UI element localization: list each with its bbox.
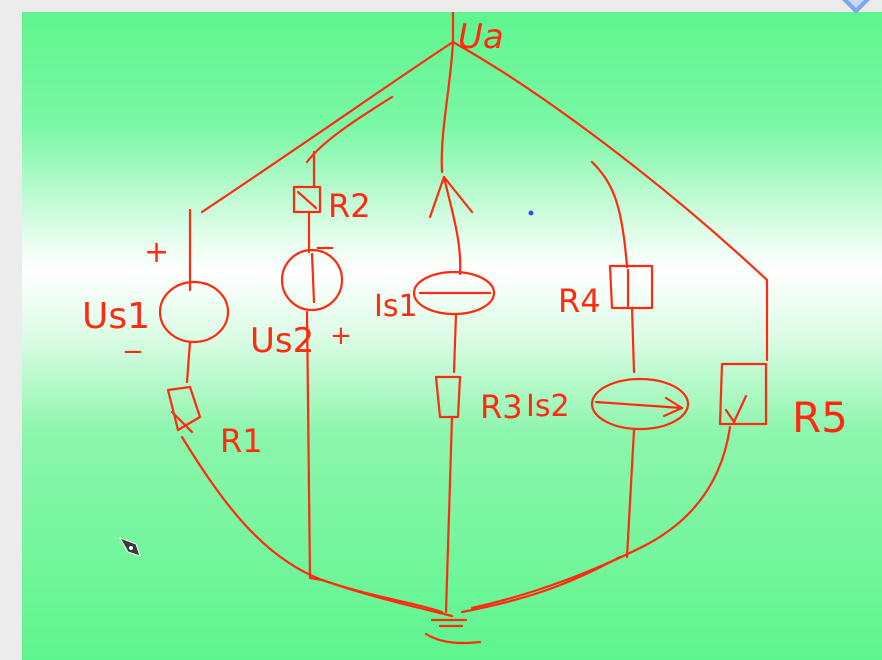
wire-top-right <box>451 40 769 282</box>
label-us1: Us1 <box>82 296 150 337</box>
label-is2: Is2 <box>526 389 570 424</box>
wire-top-branch-r4 <box>590 160 629 269</box>
resistor-r5 <box>718 362 768 426</box>
wire-branch3-mid <box>452 312 458 374</box>
resistor-r1 <box>166 385 202 434</box>
wire-top-center <box>440 40 455 174</box>
wire-branch3-upper <box>442 175 462 276</box>
label-us2: Us2 <box>250 321 314 361</box>
label-us1-minus: − <box>122 337 144 367</box>
label-us1-plus: + <box>144 235 169 270</box>
source-us2-stroke <box>310 252 316 304</box>
label-us2-plus: + <box>330 321 352 351</box>
wire-top-branch-r2 <box>305 95 394 164</box>
pointer-dot <box>528 210 534 216</box>
label-r4: R4 <box>558 282 601 320</box>
wire-branch1-lower <box>180 435 444 614</box>
wire-branch3-lower <box>444 415 454 614</box>
circuit-drawing: Ua Us1 + − R1 R2 Us2 − + Is1 R3 Is2 R4 R… <box>82 12 848 645</box>
resistor-r2 <box>292 185 322 214</box>
wire-top-left <box>200 40 455 214</box>
source-us1 <box>158 280 230 344</box>
whiteboard-slide[interactable]: Ua Us1 + − R1 R2 Us2 − + Is1 R3 Is2 R4 R… <box>22 12 882 660</box>
source-is2 <box>590 377 690 431</box>
source-is2-arrow <box>594 396 684 418</box>
source-us2 <box>280 248 344 312</box>
arrow-is1 <box>428 175 474 219</box>
label-ua: Ua <box>458 17 504 57</box>
source-is1 <box>412 270 496 316</box>
pen-cursor-icon <box>118 537 141 557</box>
wire-branch1-mid <box>185 340 192 384</box>
wire-branch2-lower <box>305 310 324 582</box>
ground-symbol <box>424 618 482 645</box>
label-r2: R2 <box>328 187 371 225</box>
wire-branch4-mid <box>630 306 636 374</box>
label-r1: R1 <box>220 422 263 460</box>
resistor-r4 <box>608 264 654 310</box>
resistor-r3 <box>434 375 462 419</box>
label-is1: Is1 <box>374 289 418 324</box>
label-r3: R3 <box>480 388 523 426</box>
wire-branch4-lower <box>625 428 636 559</box>
wire-bottom-node <box>320 578 454 618</box>
wire-branch5-lower <box>470 425 732 610</box>
label-r5: R5 <box>792 393 848 442</box>
app-corner-icon[interactable] <box>834 0 878 24</box>
label-us2-minus: − <box>314 233 336 263</box>
